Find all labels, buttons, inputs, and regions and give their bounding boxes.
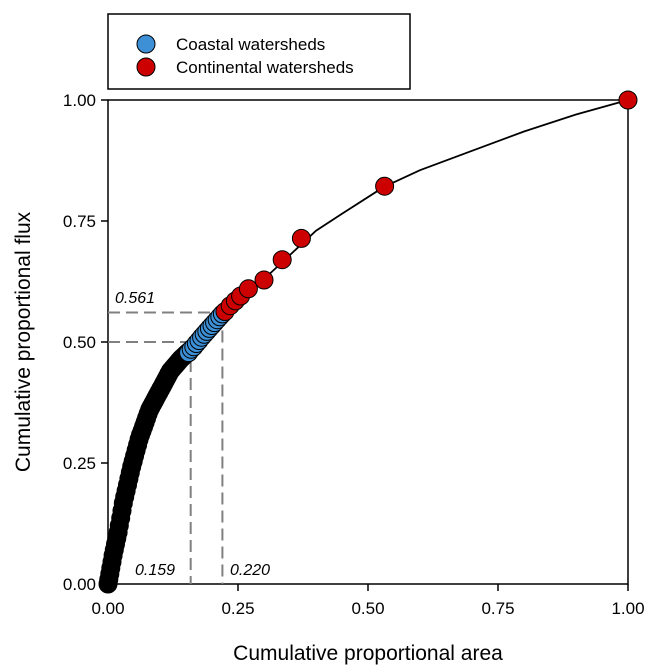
continental-point — [375, 176, 395, 196]
axis-ticks: 0.00 0.25 0.50 0.75 1.00 0.00 0.25 0.50 0.75 1.00 — [63, 91, 645, 618]
legend-label-coastal: Coastal watersheds — [176, 35, 325, 54]
y-tick-label: 0.25 — [63, 454, 96, 473]
legend-marker-coastal — [136, 34, 156, 54]
x-tick-label: 0.75 — [481, 599, 514, 618]
continental-point — [272, 250, 292, 270]
y-tick-label: 0.50 — [63, 333, 96, 352]
legend-label-continental: Continental watersheds — [176, 58, 354, 77]
reference-guides — [108, 311, 224, 584]
annotation-label-x2: 0.220 — [230, 562, 270, 579]
x-tick-label: 0.00 — [91, 599, 124, 618]
x-tick-label: 1.00 — [611, 599, 644, 618]
continental-point — [618, 90, 638, 110]
y-tick-label: 0.00 — [63, 575, 96, 594]
y-axis-title: Cumulative proportional flux — [12, 211, 35, 472]
continental-point — [238, 279, 258, 299]
annotation-label-x1: 0.159 — [135, 562, 175, 579]
x-tick-label: 0.25 — [221, 599, 254, 618]
x-tick-label: 0.50 — [351, 599, 384, 618]
x-axis-title: Cumulative proportional area — [233, 642, 503, 665]
data-points — [179, 90, 638, 363]
legend: Coastal watersheds Continental watershed… — [107, 13, 411, 90]
continental-point — [291, 228, 311, 248]
legend-box — [107, 13, 411, 90]
legend-marker-continental — [136, 57, 156, 77]
annotation-label-y: 0.561 — [115, 290, 155, 307]
y-tick-label: 1.00 — [63, 91, 96, 110]
continental-point — [254, 270, 274, 290]
y-tick-label: 0.75 — [63, 212, 96, 231]
